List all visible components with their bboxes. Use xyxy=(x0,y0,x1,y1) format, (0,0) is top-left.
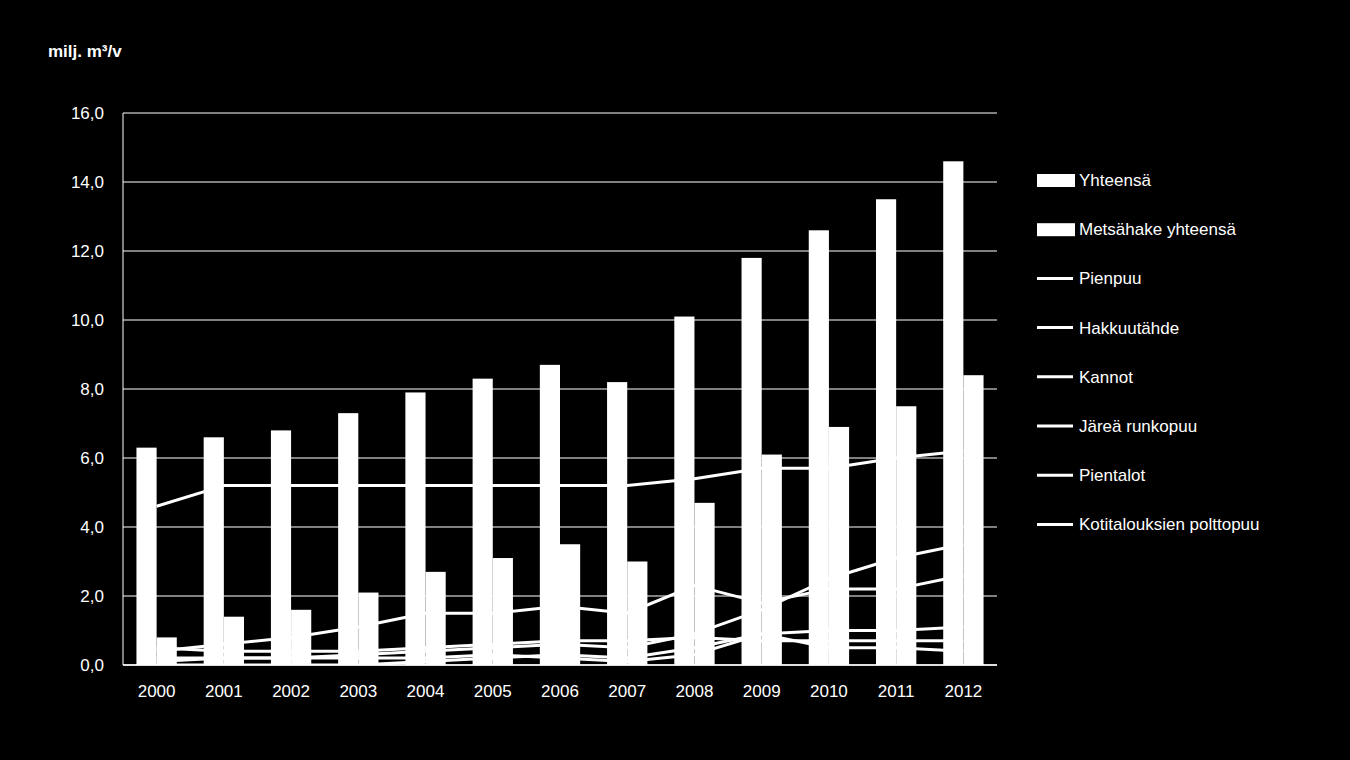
grid-line xyxy=(123,113,997,114)
x-tick-label: 2012 xyxy=(944,682,982,701)
x-tick-label: 2009 xyxy=(743,682,781,701)
legend-swatch xyxy=(1037,326,1073,329)
bar xyxy=(674,317,694,665)
bar xyxy=(896,406,916,665)
x-tick-label: 2011 xyxy=(878,682,915,701)
x-tick-label: 2001 xyxy=(205,682,243,701)
legend-swatch xyxy=(1037,474,1073,477)
bar xyxy=(943,161,963,665)
bar xyxy=(473,379,493,665)
x-tick-label: 2002 xyxy=(272,682,310,701)
bar xyxy=(607,382,627,665)
y-axis-label: milj. m³/v xyxy=(48,42,122,61)
bar xyxy=(271,430,291,665)
bar xyxy=(694,503,714,665)
grid-line xyxy=(123,320,997,321)
x-tick-label: 2003 xyxy=(339,682,377,701)
bar xyxy=(876,199,896,665)
line xyxy=(157,575,964,651)
legend-label: Kotitalouksien polttopuu xyxy=(1079,515,1260,534)
grid-line xyxy=(123,182,997,183)
x-tick-label: 2008 xyxy=(676,682,714,701)
background xyxy=(0,0,1350,760)
x-tick-label: 2007 xyxy=(608,682,646,701)
y-axis-line xyxy=(123,113,124,665)
legend-swatch xyxy=(1037,375,1073,378)
bar xyxy=(742,258,762,665)
y-tick-label: 6,0 xyxy=(80,449,104,468)
bar xyxy=(204,437,224,665)
legend-label: Pienpuu xyxy=(1079,269,1141,288)
chart: milj. m³/v 0,0 2,0 4,0 6,0 8,0 10,0 12,0 14,0 16,… xyxy=(0,0,1350,760)
x-tick-label: 2000 xyxy=(138,682,176,701)
bar xyxy=(405,392,425,665)
line xyxy=(157,544,964,658)
line xyxy=(157,634,964,662)
line xyxy=(157,637,964,651)
x-tick-label: 2010 xyxy=(810,682,848,701)
legend-label: Pientalot xyxy=(1079,466,1145,485)
grid-line xyxy=(123,251,997,252)
y-tick-label: 16,0 xyxy=(71,104,104,123)
legend-label: Kannot xyxy=(1079,368,1133,387)
legend-swatch xyxy=(1037,174,1075,187)
y-tick-label: 2,0 xyxy=(80,587,104,606)
y-tick-label: 0,0 xyxy=(80,656,104,675)
bar xyxy=(560,544,580,665)
legend-swatch xyxy=(1037,277,1073,280)
y-tick-label: 8,0 xyxy=(80,380,104,399)
bar xyxy=(809,230,829,665)
legend-swatch xyxy=(1037,523,1073,526)
legend-label: Hakkuutähde xyxy=(1079,319,1179,338)
legend-swatch xyxy=(1037,223,1075,236)
line xyxy=(157,627,964,665)
bar xyxy=(136,448,156,665)
y-tick-label: 4,0 xyxy=(80,518,104,537)
legend-label: Yhteensä xyxy=(1079,171,1151,190)
legend-label: Metsähake yhteensä xyxy=(1079,220,1236,239)
x-tick-label: 2004 xyxy=(407,682,445,701)
legend-swatch xyxy=(1037,425,1073,428)
legend-label: Järeä runkopuu xyxy=(1079,417,1197,436)
x-tick-label: 2006 xyxy=(541,682,579,701)
y-tick-label: 12,0 xyxy=(71,242,104,261)
bar xyxy=(540,365,560,665)
x-tick-label: 2005 xyxy=(474,682,512,701)
line xyxy=(157,451,964,506)
y-tick-label: 10,0 xyxy=(71,311,104,330)
bar xyxy=(963,375,983,665)
plot-marks xyxy=(136,161,983,665)
y-tick-label: 14,0 xyxy=(71,173,104,192)
